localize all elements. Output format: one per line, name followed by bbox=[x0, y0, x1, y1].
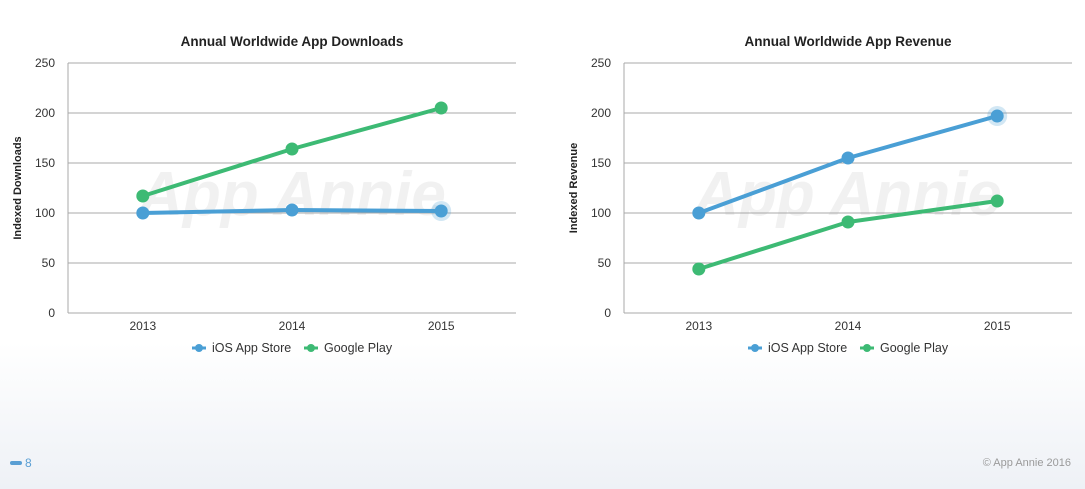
copyright: © App Annie 2016 bbox=[982, 457, 1071, 469]
legend-marker-ios bbox=[751, 344, 759, 352]
page-marker-icon bbox=[10, 461, 22, 465]
data-point-ios[interactable] bbox=[434, 204, 448, 218]
x-tick-label: 2014 bbox=[835, 319, 862, 333]
x-tick-label: 2015 bbox=[984, 319, 1011, 333]
data-point-ios[interactable] bbox=[841, 151, 855, 165]
x-tick-label: 2015 bbox=[428, 319, 455, 333]
data-point-google[interactable] bbox=[285, 142, 299, 156]
y-axis-label: Indexed Downloads bbox=[12, 136, 24, 239]
y-tick-label: 250 bbox=[35, 56, 55, 70]
chart-title: Annual Worldwide App Revenue bbox=[744, 34, 952, 49]
x-tick-label: 2013 bbox=[685, 319, 712, 333]
legend-item-google[interactable]: Google Play bbox=[324, 341, 393, 355]
x-tick-label: 2013 bbox=[129, 319, 156, 333]
y-tick-label: 150 bbox=[591, 156, 611, 170]
y-tick-label: 150 bbox=[35, 156, 55, 170]
data-point-google[interactable] bbox=[434, 101, 448, 115]
page-number-text: 8 bbox=[25, 456, 32, 470]
data-point-ios[interactable] bbox=[990, 109, 1004, 123]
y-tick-label: 100 bbox=[591, 206, 611, 220]
legend-marker-ios bbox=[195, 344, 203, 352]
legend-item-ios[interactable]: iOS App Store bbox=[768, 341, 847, 355]
downloads-chart: Annual Worldwide App Downloads App Annie 0… bbox=[0, 0, 529, 370]
data-point-google[interactable] bbox=[841, 215, 855, 229]
chart-title: Annual Worldwide App Downloads bbox=[181, 34, 404, 49]
y-tick-label: 200 bbox=[35, 106, 55, 120]
y-tick-label: 0 bbox=[604, 306, 611, 320]
data-point-google[interactable] bbox=[990, 194, 1004, 208]
x-tick-label: 2014 bbox=[279, 319, 306, 333]
y-tick-label: 200 bbox=[591, 106, 611, 120]
y-tick-label: 50 bbox=[598, 256, 612, 270]
data-point-google[interactable] bbox=[692, 262, 706, 276]
legend-marker-google bbox=[307, 344, 315, 352]
y-tick-label: 250 bbox=[591, 56, 611, 70]
legend-item-ios[interactable]: iOS App Store bbox=[212, 341, 291, 355]
data-point-google[interactable] bbox=[136, 189, 150, 203]
revenue-chart: Annual Worldwide App Revenue App Annie 0 50… bbox=[556, 0, 1085, 370]
legend-marker-google bbox=[863, 344, 871, 352]
data-point-ios[interactable] bbox=[136, 206, 150, 220]
page-number: 8 bbox=[10, 456, 32, 470]
chart-svg: Annual Worldwide App Downloads App Annie 0… bbox=[12, 34, 516, 355]
legend-item-google[interactable]: Google Play bbox=[880, 341, 949, 355]
data-point-ios[interactable] bbox=[285, 203, 299, 217]
y-tick-label: 100 bbox=[35, 206, 55, 220]
y-tick-label: 0 bbox=[48, 306, 55, 320]
y-tick-label: 50 bbox=[42, 256, 56, 270]
y-axis-label: Indexed Revenue bbox=[568, 143, 580, 233]
data-point-ios[interactable] bbox=[692, 206, 706, 220]
watermark-logo: App Annie bbox=[136, 160, 446, 229]
